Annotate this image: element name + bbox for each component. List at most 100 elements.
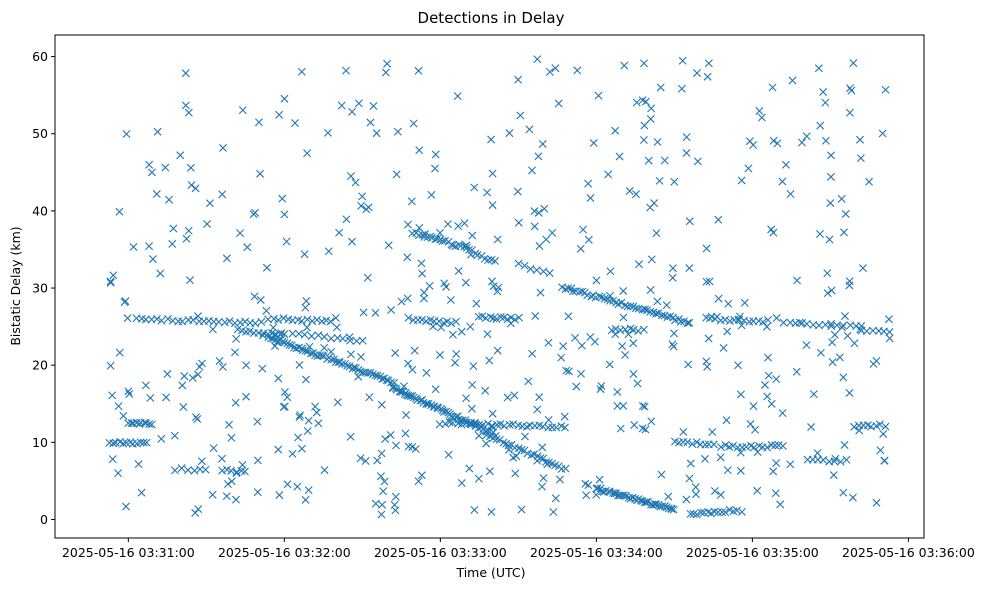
data-point bbox=[356, 454, 365, 463]
data-point bbox=[295, 343, 304, 352]
data-point bbox=[444, 450, 453, 459]
data-point bbox=[493, 235, 502, 244]
data-point bbox=[373, 371, 382, 380]
data-point bbox=[437, 323, 446, 332]
data-point bbox=[238, 460, 247, 469]
data-point bbox=[840, 440, 849, 449]
data-point bbox=[772, 459, 781, 468]
data-point bbox=[209, 444, 218, 453]
data-point bbox=[613, 387, 622, 396]
data-point bbox=[354, 372, 363, 381]
data-point bbox=[407, 197, 416, 206]
data-point bbox=[338, 334, 347, 343]
data-point bbox=[558, 283, 566, 292]
data-point bbox=[514, 259, 523, 268]
data-point bbox=[705, 277, 714, 286]
data-point bbox=[736, 466, 745, 475]
data-point bbox=[884, 315, 893, 324]
data-point bbox=[576, 244, 585, 253]
data-point bbox=[802, 319, 811, 328]
data-point bbox=[639, 325, 648, 334]
data-point bbox=[452, 350, 461, 359]
data-point bbox=[356, 352, 365, 361]
data-point bbox=[510, 391, 519, 400]
data-point bbox=[634, 260, 643, 269]
data-point bbox=[763, 392, 772, 401]
data-point bbox=[371, 499, 380, 508]
data-point bbox=[357, 201, 366, 210]
data-point bbox=[692, 510, 701, 519]
data-point bbox=[461, 278, 470, 287]
data-point bbox=[466, 322, 475, 331]
data-point bbox=[829, 471, 838, 480]
data-point bbox=[193, 415, 202, 424]
data-point bbox=[404, 313, 413, 322]
data-point bbox=[496, 313, 505, 321]
data-point bbox=[270, 342, 279, 351]
data-point bbox=[845, 388, 854, 397]
data-point bbox=[230, 348, 239, 357]
data-point bbox=[885, 328, 894, 337]
data-point bbox=[487, 507, 496, 516]
data-point bbox=[156, 269, 165, 278]
data-point bbox=[397, 297, 406, 306]
data-point bbox=[283, 480, 292, 489]
data-point bbox=[685, 318, 694, 327]
data-point bbox=[277, 329, 286, 338]
data-point bbox=[379, 487, 388, 496]
data-point bbox=[409, 393, 418, 402]
data-point bbox=[564, 284, 573, 293]
data-point bbox=[710, 507, 719, 516]
data-point bbox=[257, 317, 266, 326]
data-point bbox=[331, 358, 340, 367]
data-point bbox=[139, 438, 148, 447]
data-point bbox=[342, 215, 351, 224]
data-point bbox=[224, 420, 233, 429]
data-point bbox=[307, 349, 316, 358]
data-point bbox=[383, 59, 392, 68]
data-point bbox=[201, 465, 210, 474]
data-point bbox=[514, 218, 523, 227]
data-point bbox=[685, 474, 694, 483]
data-point bbox=[639, 136, 648, 144]
data-point bbox=[714, 508, 723, 517]
data-point bbox=[615, 152, 624, 161]
data-point bbox=[448, 241, 457, 250]
data-point bbox=[846, 84, 854, 93]
data-point bbox=[636, 496, 645, 505]
data-point bbox=[629, 339, 638, 348]
data-point bbox=[488, 169, 497, 178]
data-point bbox=[381, 435, 390, 444]
data-point bbox=[640, 402, 649, 411]
data-point bbox=[177, 464, 186, 473]
data-point bbox=[453, 92, 462, 101]
data-point bbox=[436, 228, 445, 237]
data-point bbox=[530, 222, 539, 231]
data-point bbox=[858, 264, 867, 273]
data-point bbox=[536, 454, 545, 463]
data-point bbox=[545, 269, 554, 278]
data-point bbox=[346, 350, 355, 359]
data-point bbox=[251, 319, 260, 328]
data-point bbox=[180, 372, 189, 381]
data-point bbox=[767, 399, 776, 408]
data-point bbox=[451, 358, 460, 367]
y-tick-label: 40 bbox=[32, 203, 48, 218]
data-point bbox=[856, 325, 865, 334]
data-point bbox=[577, 341, 586, 350]
data-point bbox=[753, 448, 762, 457]
data-point bbox=[377, 510, 386, 519]
data-point bbox=[548, 228, 557, 237]
data-point bbox=[536, 288, 545, 297]
data-point bbox=[621, 351, 630, 360]
data-point bbox=[693, 69, 701, 78]
data-point bbox=[551, 64, 560, 73]
data-point bbox=[242, 392, 251, 401]
data-point bbox=[880, 456, 889, 465]
data-point bbox=[457, 420, 466, 429]
data-point bbox=[361, 457, 370, 466]
data-point bbox=[577, 369, 586, 378]
data-point bbox=[802, 341, 811, 350]
data-point bbox=[163, 314, 172, 323]
data-point bbox=[401, 388, 410, 397]
